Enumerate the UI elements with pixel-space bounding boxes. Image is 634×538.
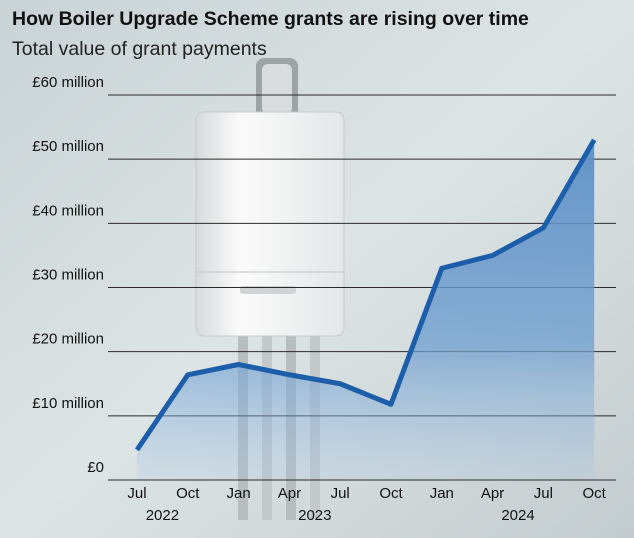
y-tick-label: £50 million	[32, 138, 104, 155]
y-tick-label: £40 million	[32, 202, 104, 219]
y-tick-label: £10 million	[32, 395, 104, 412]
y-tick-label: £60 million	[32, 74, 104, 91]
x-tick-label: Apr	[481, 485, 504, 502]
x-tick-label: Oct	[583, 485, 607, 502]
chart-title: How Boiler Upgrade Scheme grants are ris…	[12, 8, 529, 30]
chart-subtitle: Total value of grant payments	[12, 38, 267, 60]
x-tick-label: Jul	[534, 485, 553, 502]
year-label: 2024	[501, 507, 534, 524]
y-tick-label: £0	[87, 459, 104, 476]
x-tick-label: Oct	[379, 485, 403, 502]
year-label: 2022	[146, 507, 179, 524]
line	[134, 138, 597, 452]
y-tick-label: £30 million	[32, 266, 104, 283]
x-tick-label: Apr	[278, 485, 301, 502]
area	[137, 139, 595, 480]
x-tick-label: Oct	[176, 485, 200, 502]
x-tick-label: Jul	[331, 485, 350, 502]
year-label: 2023	[298, 507, 331, 524]
x-tick-label: Jan	[227, 485, 251, 502]
x-tick-label: Jul	[127, 485, 146, 502]
y-tick-label: £20 million	[32, 331, 104, 348]
x-tick-label: Jan	[430, 485, 454, 502]
